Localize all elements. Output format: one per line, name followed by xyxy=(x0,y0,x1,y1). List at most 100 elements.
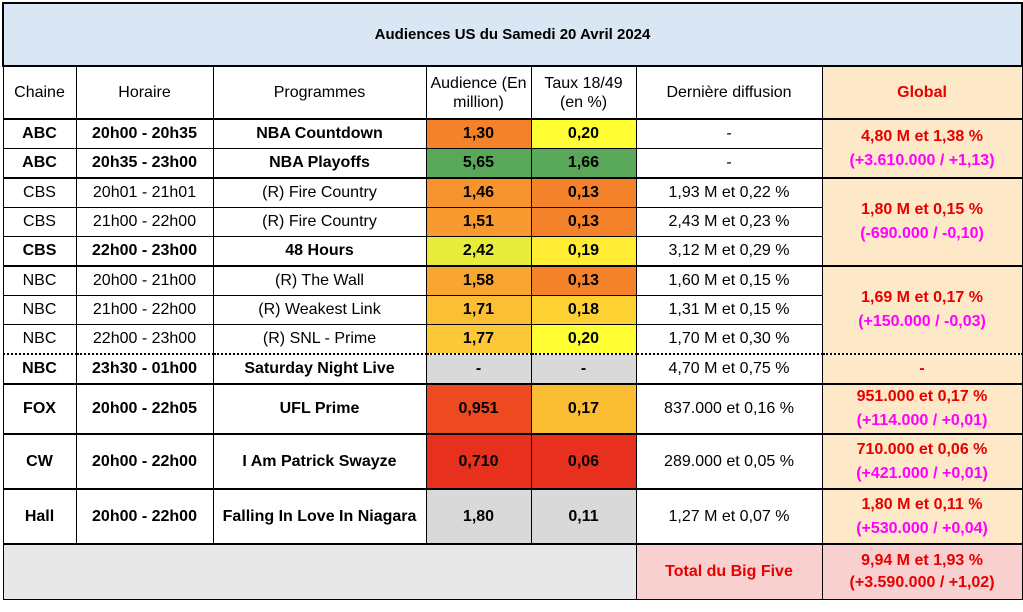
cell-chaine: Hall xyxy=(2,488,77,545)
cell-programme: NBA Playoffs xyxy=(212,148,427,179)
cell-taux: 0,13 xyxy=(530,265,637,296)
global-main: 1,80 M et 0,15 % xyxy=(861,201,983,218)
total-row: Total du Big Five 9,94 M et 1,93 % (+3.59… xyxy=(2,543,1023,600)
cell-programme: Falling In Love In Niagara xyxy=(212,488,427,545)
global-sub: (-690.000 / -0,10) xyxy=(860,225,984,242)
cell-chaine: CW xyxy=(2,433,77,490)
header-taux: Taux 18/49 (en %) xyxy=(530,65,637,120)
global-sub: (+114.000 / +0,01) xyxy=(856,412,988,429)
table-row: CW 20h00 - 22h00 I Am Patrick Swayze 0,7… xyxy=(2,433,1023,490)
table-row: NBC 23h30 - 01h00 Saturday Night Live - … xyxy=(2,353,1023,385)
cell-horaire: 20h00 - 22h00 xyxy=(75,433,214,490)
cell-audience: 1,46 xyxy=(425,177,532,208)
total-main: 9,94 M et 1,93 % xyxy=(861,552,983,569)
cell-horaire: 20h00 - 22h00 xyxy=(75,488,214,545)
cell-audience: 0,710 xyxy=(425,433,532,490)
cell-global-nbc: 1,69 M et 0,17 % (+150.000 / -0,03) xyxy=(821,265,1023,355)
cell-horaire: 20h35 - 23h00 xyxy=(75,148,214,179)
cell-chaine: ABC xyxy=(2,118,77,149)
cell-programme: Saturday Night Live xyxy=(212,353,427,385)
table-title: Audiences US du Samedi 20 Avril 2024 xyxy=(1,2,1023,67)
cell-audience: 2,42 xyxy=(425,236,532,267)
global-main: 1,80 M et 0,11 % xyxy=(861,495,983,513)
cell-global-fox: 951.000 et 0,17 % (+114.000 / +0,01) xyxy=(821,383,1023,435)
table-row: ABC 20h00 - 20h35 NBA Countdown 1,30 0,2… xyxy=(2,118,1023,179)
cell-horaire: 20h00 - 22h05 xyxy=(75,383,214,435)
cell-horaire: 23h30 - 01h00 xyxy=(75,353,214,385)
cell-audience: 1,80 xyxy=(425,488,532,545)
cell-audience: - xyxy=(425,353,532,385)
global-sub: (+150.000 / -0,03) xyxy=(858,313,986,330)
cell-audience: 1,58 xyxy=(425,265,532,296)
table-row: Hall 20h00 - 22h00 Falling In Love In Ni… xyxy=(2,488,1023,545)
cell-taux: 0,20 xyxy=(530,324,637,355)
cell-taux: 1,66 xyxy=(530,148,637,179)
cell-derniere: 289.000 et 0,05 % xyxy=(635,433,823,490)
cell-global-snl: - xyxy=(821,353,1023,385)
cell-derniere: 1,93 M et 0,22 % xyxy=(635,177,823,208)
cell-chaine: CBS xyxy=(2,207,77,237)
cell-audience: 1,51 xyxy=(425,207,532,237)
cell-programme: (R) Weakest Link xyxy=(212,295,427,325)
cell-programme: 48 Hours xyxy=(212,236,427,267)
cell-taux: 0,06 xyxy=(530,433,637,490)
cell-derniere: 1,70 M et 0,30 % xyxy=(635,324,823,355)
header-derniere: Dernière diffusion xyxy=(635,65,823,120)
cell-taux: - xyxy=(530,353,637,385)
cell-taux: 0,13 xyxy=(530,177,637,208)
cell-derniere: 1,27 M et 0,07 % xyxy=(635,488,823,545)
cell-programme: (R) The Wall xyxy=(212,265,427,296)
cell-horaire: 20h00 - 21h00 xyxy=(75,265,214,296)
cell-chaine: NBC xyxy=(2,324,77,355)
cell-horaire: 22h00 - 23h00 xyxy=(75,236,214,267)
table-row: ABC 20h35 - 23h00 NBA Playoffs 5,65 1,66… xyxy=(2,148,1022,179)
total-spacer xyxy=(2,543,637,600)
cell-chaine: NBC xyxy=(2,353,77,385)
table-row: FOX 20h00 - 22h05 UFL Prime 0,951 0,17 8… xyxy=(2,383,1023,435)
cell-global-abc: 4,80 M et 1,38 % (+3.610.000 / +1,13) xyxy=(821,118,1023,179)
cell-programme: (R) Fire Country xyxy=(212,207,427,237)
header-chaine: Chaine xyxy=(2,65,77,120)
cell-derniere: 3,12 M et 0,29 % xyxy=(635,236,823,267)
header-horaire: Horaire xyxy=(75,65,214,120)
cell-derniere: 1,60 M et 0,15 % xyxy=(635,265,823,296)
cell-programme: I Am Patrick Swayze xyxy=(212,433,427,490)
cell-programme: NBA Countdown xyxy=(212,118,427,149)
cell-programme: (R) SNL - Prime xyxy=(212,324,427,355)
cell-derniere: - xyxy=(635,118,823,149)
global-sub: (+530.000 / +0,04) xyxy=(856,519,988,537)
total-sub: (+3.590.000 / +1,02) xyxy=(849,574,995,591)
cell-chaine: FOX xyxy=(2,383,77,435)
cell-audience: 1,30 xyxy=(425,118,532,149)
total-label: Total du Big Five xyxy=(635,543,823,600)
global-sub: (+421.000 / +0,01) xyxy=(856,464,988,482)
global-main: 1,69 M et 0,17 % xyxy=(861,289,983,306)
global-sub: (+3.610.000 / +1,13) xyxy=(849,151,995,169)
cell-programme: UFL Prime xyxy=(212,383,427,435)
cell-derniere: 4,70 M et 0,75 % xyxy=(635,353,823,385)
cell-derniere: - xyxy=(635,148,823,179)
header-audience: Audience (En million) xyxy=(425,65,532,120)
cell-taux: 0,13 xyxy=(530,207,637,237)
cell-programme: (R) Fire Country xyxy=(212,177,427,208)
cell-derniere: 1,31 M et 0,15 % xyxy=(635,295,823,325)
global-main: 710.000 et 0,06 % xyxy=(856,440,988,458)
cell-horaire: 22h00 - 23h00 xyxy=(75,324,214,355)
cell-global-cbs: 1,80 M et 0,15 % (-690.000 / -0,10) xyxy=(821,177,1023,267)
cell-taux: 0,17 xyxy=(530,383,637,435)
cell-taux: 0,11 xyxy=(530,488,637,545)
cell-taux: 0,18 xyxy=(530,295,637,325)
cell-audience: 1,71 xyxy=(425,295,532,325)
cell-chaine: NBC xyxy=(2,295,77,325)
cell-audience: 1,77 xyxy=(425,324,532,355)
table-row: CBS 20h01 - 21h01 (R) Fire Country 1,46 … xyxy=(2,177,1023,267)
cell-derniere: 837.000 et 0,16 % xyxy=(635,383,823,435)
cell-horaire: 20h00 - 20h35 xyxy=(75,118,214,149)
cell-derniere: 2,43 M et 0,23 % xyxy=(635,207,823,237)
cell-global-cw: 710.000 et 0,06 % (+421.000 / +0,01) xyxy=(821,433,1023,490)
audience-table: Audiences US du Samedi 20 Avril 2024 Cha… xyxy=(1,2,1023,600)
cell-chaine: NBC xyxy=(2,265,77,296)
global-main: 4,80 M et 1,38 % xyxy=(861,127,983,145)
table-row: NBC 20h00 - 21h00 (R) The Wall 1,58 0,13… xyxy=(2,265,1023,355)
